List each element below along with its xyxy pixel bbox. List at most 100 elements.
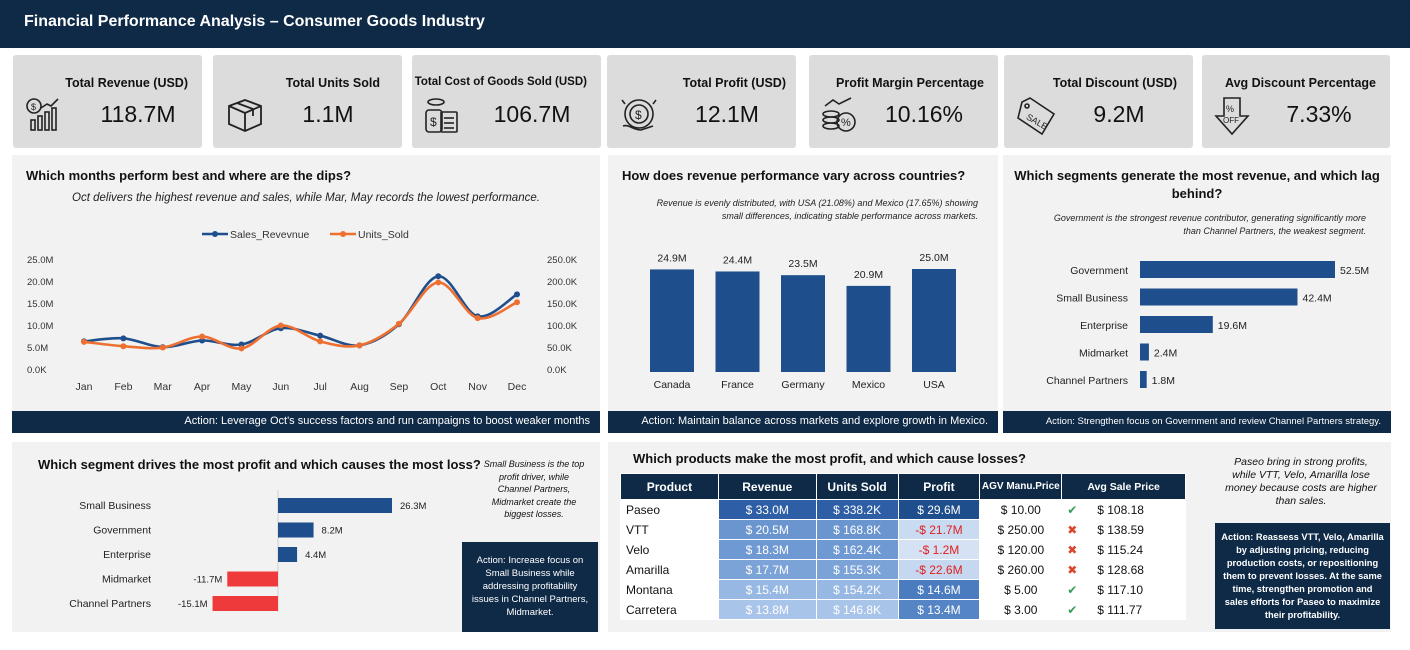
data-point <box>120 343 127 350</box>
segment-revenue-panel: Which segments generate the most revenue… <box>1003 155 1391 433</box>
products-action-line: them to prevent losses. At the same <box>1223 571 1382 581</box>
cross-icon: ✖ <box>1067 522 1078 537</box>
sale-price-value: $ 117.10 <box>1097 582 1144 597</box>
product-name-cell: Amarilla <box>620 559 719 580</box>
month-tick-label: Feb <box>114 381 132 393</box>
table-header-cell: Units Sold <box>815 473 899 500</box>
table-header-cell: Avg Sale Price <box>1061 473 1186 500</box>
segment-profit-panel: Which segment drives the most profit and… <box>12 442 600 632</box>
left-axis-tick: 10.0M <box>27 321 53 332</box>
data-point <box>317 332 324 339</box>
country-panel: How does revenue performance vary across… <box>608 155 998 433</box>
svg-text:OFF: OFF <box>1223 116 1239 125</box>
segment-revenue-bar <box>1140 316 1213 333</box>
sale-price-cell: ✔ $ 108.18 <box>1061 499 1186 520</box>
table-header-cell: Product <box>620 473 719 500</box>
kpi-card-cogs: Total Cost of Goods Sold (USD) $ 106.7M <box>412 55 601 148</box>
segment-profit-bar <box>278 522 314 538</box>
month-tick-label: Jun <box>272 381 289 393</box>
month-tick-label: Jan <box>76 381 93 393</box>
profit-cell: -$ 21.7M <box>897 519 981 540</box>
country-bar <box>715 271 760 372</box>
product-name-cell: VTT <box>620 519 719 540</box>
bar-value-label: 4.4M <box>305 550 326 561</box>
bar-value-label: -11.7M <box>193 575 222 586</box>
right-axis-tick: 100.0K <box>547 321 578 332</box>
kpi-card-revenue: Total Revenue (USD) $ 118.7M <box>13 55 202 148</box>
segment-revenue-bar-chart: Government 52.5M Small Business 42.4M Enterp… <box>1046 261 1369 388</box>
country-tick-label: Canada <box>654 379 691 391</box>
table-row: Amarilla $ 17.7M $ 155.3K -$ 22.6M $ 260.00 ✖… <box>620 559 1186 580</box>
sale-price-value: $ 128.68 <box>1097 562 1144 577</box>
products-note: Paseo bring in strong profits, while VTT,… <box>1214 456 1388 508</box>
data-point <box>435 279 442 286</box>
right-axis-tick: 0.0K <box>547 365 567 376</box>
products-table: Product Revenue Units Sold Profit AGV Manu.P… <box>620 473 1186 620</box>
left-axis-tick: 0.0K <box>27 365 47 376</box>
units-cell: $ 146.8K <box>815 599 899 620</box>
box-icon <box>228 99 262 132</box>
segment-profit-action-line: Midmarket. <box>506 607 554 618</box>
month-tick-label: Sep <box>390 381 409 393</box>
cost-calculator-icon: $ <box>425 98 458 133</box>
profit-cell: -$ 22.6M <box>897 559 981 580</box>
segment-profit-note-line: Midmarket create the <box>491 496 577 507</box>
segment-profit-action-line: addressing profitability <box>482 581 578 592</box>
month-tick-label: Mar <box>154 381 173 393</box>
segment-revenue-action-banner: Action: Strengthen focus on Government a… <box>1003 411 1391 433</box>
segment-profit-title: Which segment drives the most profit and… <box>38 457 481 472</box>
bar-value-label: 1.8M <box>1152 375 1175 387</box>
kpi-value: 118.7M <box>100 101 176 127</box>
manu-price-cell: $ 250.00 <box>979 519 1063 540</box>
segment-revenue-title-line1: Which segments generate the most revenue… <box>1014 168 1380 183</box>
bar-value-label: 25.0M <box>919 252 948 264</box>
left-axis-tick: 5.0M <box>27 343 48 354</box>
units-cell: $ 162.4K <box>815 539 899 560</box>
month-tick-label: Oct <box>430 381 446 393</box>
profit-cell: $ 13.4M <box>897 599 981 620</box>
bar-value-label: 23.5M <box>788 258 817 270</box>
segment-profit-bar-chart: Small Business 26.3M Government 8.2M Enterpr… <box>69 490 426 612</box>
revenue-chart-icon: $ <box>26 98 59 131</box>
sale-price-cell: ✖ $ 138.59 <box>1061 519 1186 540</box>
left-axis-tick: 20.0M <box>27 277 53 288</box>
profit-hand-coin-icon: $ <box>621 99 657 131</box>
country-bar <box>650 269 694 372</box>
country-tick-label: Germany <box>781 379 825 391</box>
svg-text:$: $ <box>430 115 437 129</box>
table-row: Paseo $ 33.0M $ 338.2K $ 29.6M $ 10.00 ✔ $ 108… <box>620 499 1186 520</box>
revenue-cell: $ 18.3M <box>717 539 817 560</box>
kpi-card-profit: Total Profit (USD) $ 12.1M <box>607 55 796 148</box>
legend-label: Sales_Revevnue <box>230 229 310 241</box>
check-icon: ✔ <box>1067 602 1078 617</box>
units-cell: $ 155.3K <box>815 559 899 580</box>
manu-price-cell: $ 10.00 <box>979 499 1063 520</box>
revenue-cell: $ 20.5M <box>717 519 817 540</box>
kpi-label: Total Profit (USD) <box>682 76 786 90</box>
segment-profit-note-line: Small Business is the top <box>483 459 585 469</box>
product-name-cell: Montana <box>620 579 719 600</box>
segment-tick-label: Channel Partners <box>69 598 151 610</box>
segment-profit-action-banner: Action: Increase focus on Small Business … <box>462 542 598 632</box>
month-tick-label: Apr <box>194 381 211 393</box>
segment-profit-action-line: Small Business while <box>485 568 575 579</box>
kpi-label: Total Discount (USD) <box>1052 76 1177 90</box>
kpi-value: 106.7M <box>493 101 571 127</box>
month-tick-label: May <box>232 381 253 393</box>
country-action-banner: Action: Maintain balance across markets … <box>608 411 998 433</box>
segment-tick-label: Government <box>93 525 151 537</box>
kpi-label: Total Cost of Goods Sold (USD) <box>414 76 587 88</box>
product-name-cell: Velo <box>620 539 719 560</box>
manu-price-cell: $ 120.00 <box>979 539 1063 560</box>
bar-value-label: 24.9M <box>657 252 686 264</box>
profit-cell: -$ 1.2M <box>897 539 981 560</box>
segment-profit-action-line: issues in Channel Partners, <box>471 594 589 605</box>
segment-revenue-bar <box>1140 288 1298 306</box>
data-point <box>317 338 324 345</box>
sale-price-value: $ 138.59 <box>1097 522 1144 537</box>
country-bar <box>846 285 891 372</box>
segment-revenue-title-line2: behind? <box>1171 186 1223 201</box>
country-subtitle-line1: Revenue is evenly distributed, with USA … <box>656 198 978 208</box>
segment-revenue-bar <box>1140 343 1149 361</box>
month-tick-label: Aug <box>350 381 369 393</box>
